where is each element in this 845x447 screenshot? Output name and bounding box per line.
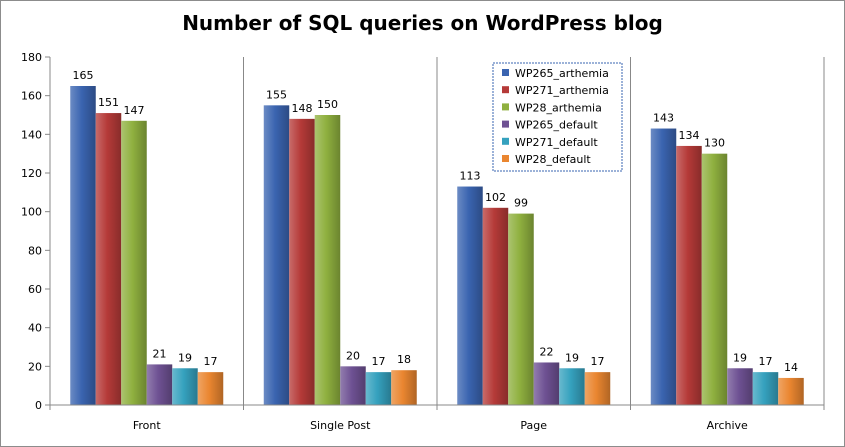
bar xyxy=(701,153,728,405)
bar xyxy=(778,377,804,405)
chart-title: Number of SQL queries on WordPress blog xyxy=(182,11,663,35)
y-tick-label: 140 xyxy=(21,128,42,141)
legend-swatch xyxy=(502,103,509,111)
bar xyxy=(482,207,509,405)
data-label: 19 xyxy=(178,351,192,364)
legend-entry: WP265_arthemia xyxy=(515,67,609,80)
bar xyxy=(314,115,341,405)
data-label: 102 xyxy=(485,191,506,204)
data-label: 14 xyxy=(784,361,798,374)
data-label: 21 xyxy=(153,347,167,360)
bar xyxy=(752,372,779,405)
bar xyxy=(391,370,417,405)
data-label: 17 xyxy=(759,355,773,368)
legend-entry: WP28_arthemia xyxy=(515,101,602,114)
bar xyxy=(508,213,534,405)
bar xyxy=(197,372,224,405)
data-label: 18 xyxy=(397,353,411,366)
data-label: 151 xyxy=(98,96,119,109)
data-label: 148 xyxy=(292,102,313,115)
y-tick-label: 80 xyxy=(28,244,42,257)
bar xyxy=(70,86,96,405)
legend-swatch xyxy=(502,120,509,128)
legend-entry: WP271_arthemia xyxy=(515,84,609,97)
bar xyxy=(559,368,585,405)
data-label: 150 xyxy=(317,98,338,111)
data-label: 19 xyxy=(565,351,579,364)
data-label: 130 xyxy=(704,137,725,150)
data-label: 22 xyxy=(540,345,554,358)
y-tick-label: 160 xyxy=(21,90,42,103)
data-label: 17 xyxy=(591,355,605,368)
bar xyxy=(172,368,198,405)
y-tick-label: 120 xyxy=(21,167,42,180)
data-label: 20 xyxy=(346,349,360,362)
legend-swatch xyxy=(502,86,509,94)
x-tick-label: Archive xyxy=(707,419,748,432)
bar xyxy=(727,368,753,405)
data-label: 165 xyxy=(73,69,94,82)
bar xyxy=(263,105,290,405)
data-label: 143 xyxy=(653,112,674,125)
bar xyxy=(650,128,677,405)
data-label: 113 xyxy=(460,170,481,183)
bar xyxy=(340,366,366,405)
data-label: 19 xyxy=(733,351,747,364)
bar xyxy=(457,186,483,405)
data-label: 17 xyxy=(204,355,218,368)
bar xyxy=(533,362,560,405)
bar xyxy=(365,372,392,405)
y-tick-label: 20 xyxy=(28,360,42,373)
legend-entry: WP271_default xyxy=(515,136,598,149)
bar xyxy=(676,145,702,405)
legend-swatch xyxy=(502,155,509,162)
y-tick-label: 180 xyxy=(21,51,42,64)
legend-box xyxy=(492,62,623,172)
bar xyxy=(95,113,122,406)
bar xyxy=(584,372,611,405)
bar xyxy=(289,118,315,405)
data-label: 99 xyxy=(514,197,528,210)
y-tick-label: 100 xyxy=(21,206,42,219)
legend-entry: WP265_default xyxy=(515,119,598,132)
data-label: 17 xyxy=(372,355,386,368)
bar xyxy=(121,120,147,406)
data-label: 147 xyxy=(124,104,145,117)
x-tick-label: Front xyxy=(133,419,162,432)
x-tick-label: Page xyxy=(520,419,547,432)
legend-swatch xyxy=(502,69,509,76)
bar xyxy=(146,364,173,405)
y-tick-label: 0 xyxy=(35,399,42,412)
legend-entry: WP28_default xyxy=(515,153,591,166)
legend-swatch xyxy=(502,137,509,145)
x-tick-label: Single Post xyxy=(310,419,371,432)
y-tick-label: 40 xyxy=(28,322,42,335)
y-tick-label: 60 xyxy=(28,283,42,296)
data-label: 134 xyxy=(679,129,700,142)
data-label: 155 xyxy=(266,88,287,101)
